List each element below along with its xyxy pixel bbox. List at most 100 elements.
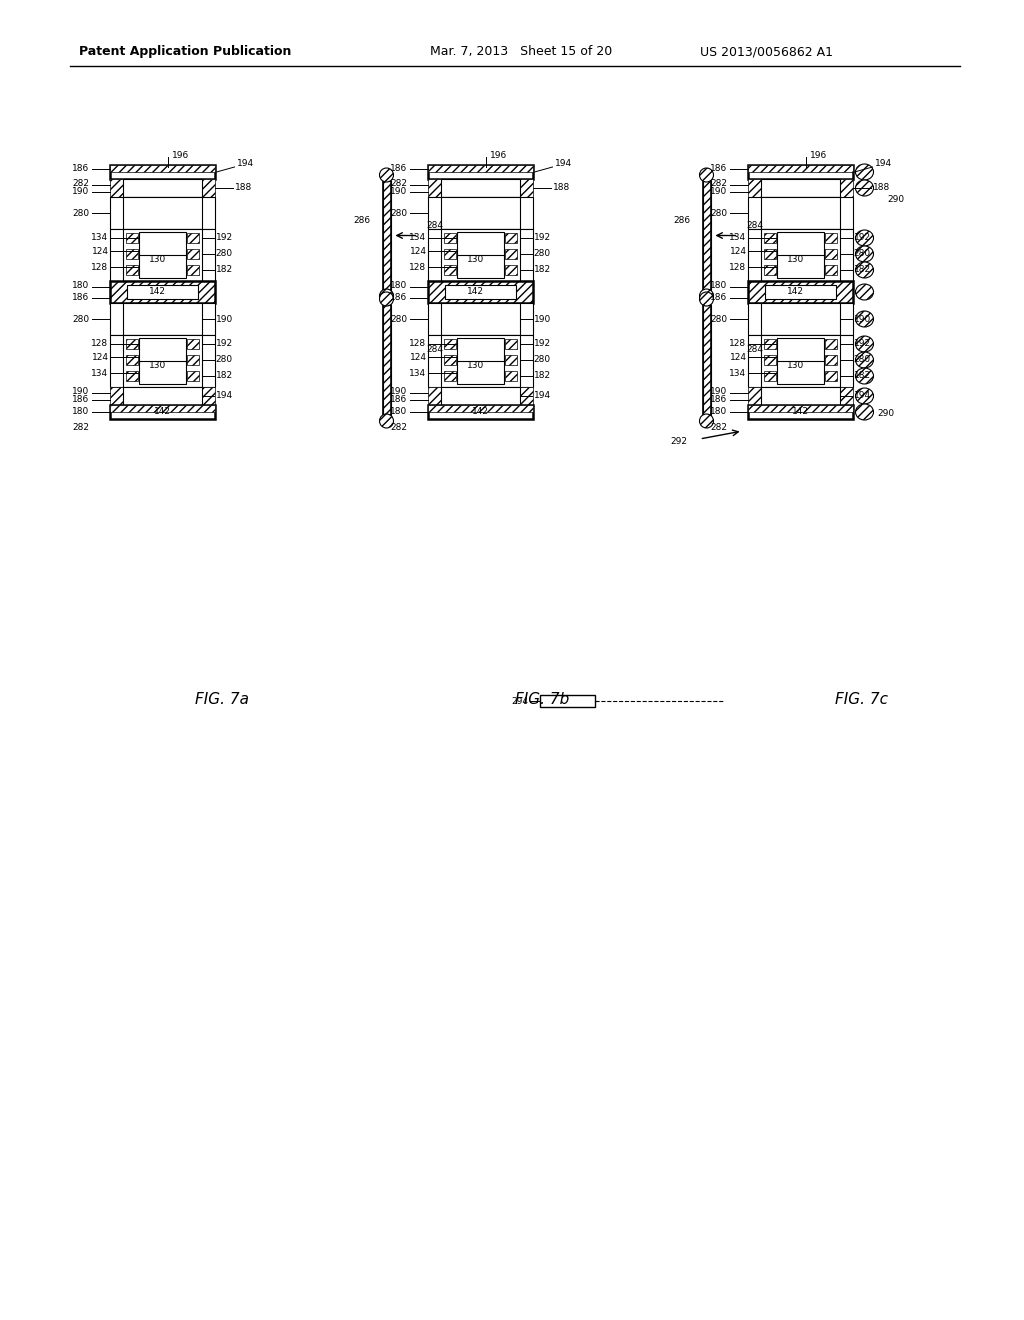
Text: 280: 280: [534, 249, 551, 259]
Text: 142: 142: [786, 288, 804, 297]
Bar: [427, 165, 532, 180]
Bar: [123, 180, 202, 197]
Text: 190: 190: [73, 388, 89, 396]
Text: 134: 134: [410, 234, 427, 243]
Text: 128: 128: [410, 339, 427, 348]
Text: 134: 134: [91, 234, 109, 243]
Text: 188: 188: [872, 183, 890, 193]
Bar: [123, 228, 202, 281]
Bar: [440, 387, 519, 405]
Text: 188: 188: [234, 183, 252, 193]
Text: FIG. 7c: FIG. 7c: [835, 693, 888, 708]
Text: 194: 194: [874, 160, 892, 169]
Bar: [761, 387, 840, 405]
Text: 180: 180: [73, 281, 89, 290]
Text: 190: 190: [73, 187, 89, 197]
Bar: [186, 234, 199, 243]
Bar: [748, 228, 853, 281]
Bar: [383, 305, 390, 414]
Bar: [427, 165, 532, 172]
Bar: [110, 387, 123, 405]
Ellipse shape: [380, 168, 393, 182]
Ellipse shape: [855, 246, 873, 261]
Text: 280: 280: [390, 314, 408, 323]
Text: 180: 180: [711, 281, 727, 290]
Text: 190: 190: [853, 314, 870, 323]
Text: 284: 284: [746, 346, 764, 355]
Text: 124: 124: [91, 247, 109, 256]
Text: 294: 294: [511, 697, 528, 705]
Bar: [748, 405, 853, 412]
Bar: [138, 232, 185, 279]
Text: 186: 186: [390, 164, 408, 173]
Text: 280: 280: [215, 355, 232, 364]
Bar: [443, 249, 456, 259]
Bar: [748, 281, 853, 304]
Bar: [186, 249, 199, 259]
Bar: [764, 265, 775, 275]
Ellipse shape: [855, 164, 873, 180]
Text: 280: 280: [215, 249, 232, 259]
Bar: [126, 249, 137, 259]
Bar: [761, 197, 840, 228]
Text: 190: 190: [215, 314, 232, 323]
Text: 180: 180: [390, 281, 408, 290]
Bar: [748, 405, 853, 418]
Text: 142: 142: [467, 288, 483, 297]
Bar: [127, 285, 198, 300]
Bar: [505, 234, 516, 243]
Text: 128: 128: [410, 263, 427, 272]
Bar: [427, 197, 532, 228]
Bar: [126, 265, 137, 275]
Bar: [776, 338, 823, 384]
Bar: [776, 232, 823, 279]
Text: 282: 282: [73, 422, 89, 432]
Bar: [440, 228, 519, 281]
Bar: [840, 387, 853, 405]
Ellipse shape: [855, 284, 873, 300]
Text: 192: 192: [853, 339, 870, 348]
Bar: [761, 304, 840, 335]
Bar: [748, 281, 853, 304]
Text: 130: 130: [467, 362, 483, 371]
Bar: [761, 228, 840, 281]
Text: 280: 280: [390, 209, 408, 218]
Bar: [440, 304, 519, 335]
Bar: [748, 304, 853, 335]
Bar: [110, 197, 214, 228]
Bar: [427, 180, 440, 197]
Text: 142: 142: [471, 408, 488, 417]
Bar: [126, 371, 137, 381]
Ellipse shape: [855, 180, 873, 195]
Text: Mar. 7, 2013   Sheet 15 of 20: Mar. 7, 2013 Sheet 15 of 20: [430, 45, 612, 58]
Bar: [764, 355, 775, 366]
Bar: [765, 285, 836, 300]
Ellipse shape: [855, 352, 873, 368]
Text: 182: 182: [853, 371, 870, 380]
Text: 182: 182: [853, 265, 870, 275]
Bar: [540, 696, 595, 708]
Text: 142: 142: [154, 408, 171, 417]
Text: 180: 180: [390, 408, 408, 417]
Ellipse shape: [699, 292, 714, 306]
Bar: [123, 304, 202, 335]
Bar: [186, 339, 199, 348]
Text: 280: 280: [73, 314, 89, 323]
Text: 124: 124: [410, 247, 427, 256]
Bar: [824, 249, 837, 259]
Text: 180: 180: [711, 408, 727, 417]
Text: 280: 280: [534, 355, 551, 364]
Bar: [123, 387, 202, 405]
Text: FIG. 7a: FIG. 7a: [195, 693, 249, 708]
Bar: [110, 165, 214, 172]
Bar: [186, 355, 199, 366]
Text: 284: 284: [746, 220, 764, 230]
Bar: [824, 339, 837, 348]
Text: 284: 284: [427, 220, 443, 230]
Text: 186: 186: [73, 164, 89, 173]
Ellipse shape: [855, 388, 873, 404]
Text: 292: 292: [671, 437, 687, 446]
Bar: [440, 180, 519, 197]
Bar: [186, 371, 199, 381]
Text: 128: 128: [91, 263, 109, 272]
